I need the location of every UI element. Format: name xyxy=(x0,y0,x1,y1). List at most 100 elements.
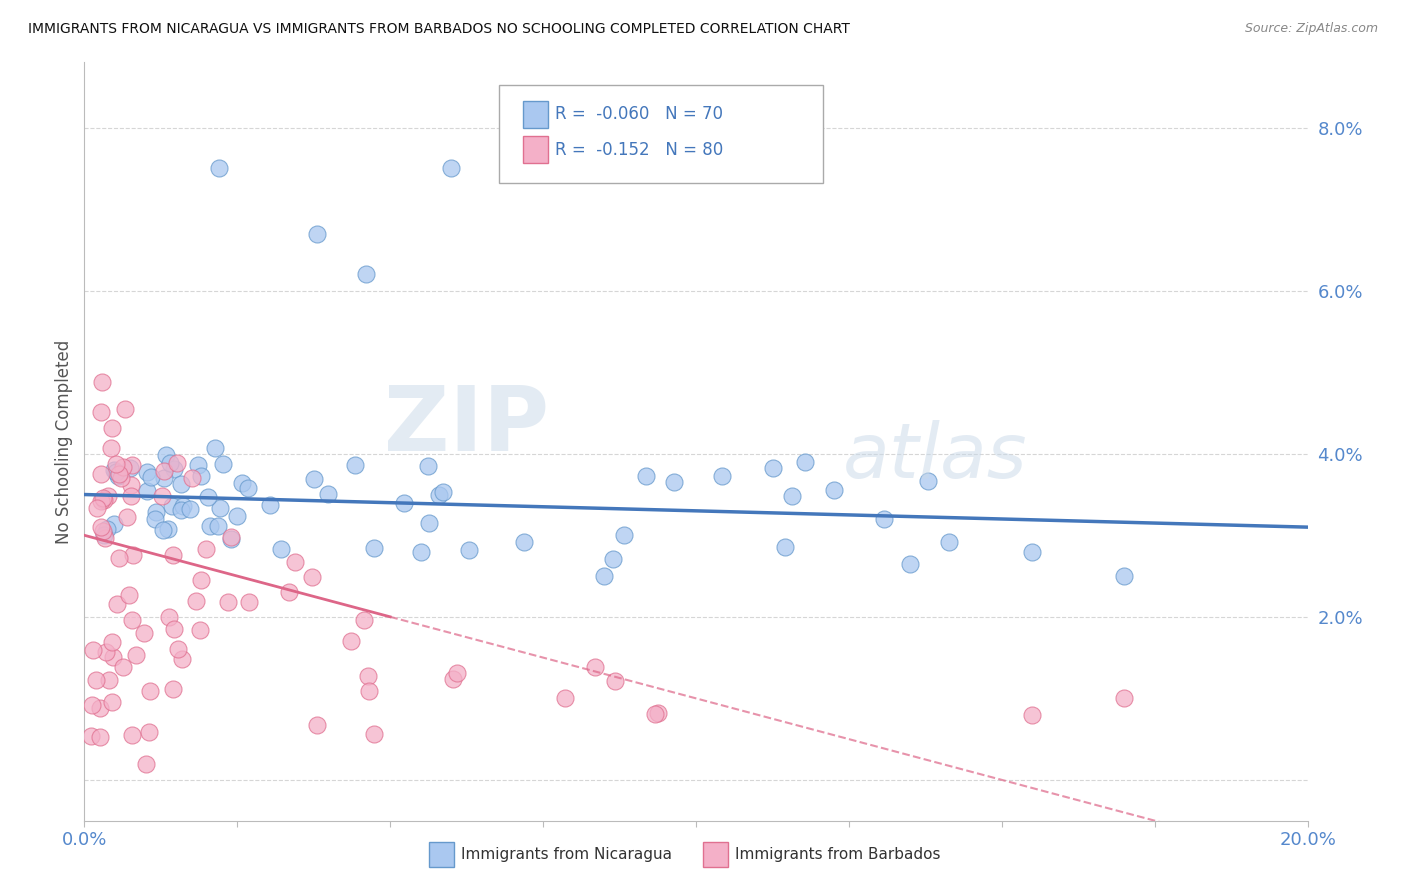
Point xyxy=(441,673,464,687)
Point xyxy=(1021,544,1043,558)
Point xyxy=(357,683,380,698)
Point xyxy=(112,459,135,474)
Point xyxy=(353,613,375,627)
Point xyxy=(101,695,124,709)
Point xyxy=(94,645,117,659)
Point xyxy=(163,622,186,636)
Point xyxy=(167,641,190,656)
Point xyxy=(139,683,162,698)
Point xyxy=(197,490,219,504)
Point xyxy=(794,455,817,469)
Point xyxy=(114,402,136,417)
Point xyxy=(208,161,231,176)
Point xyxy=(231,476,253,491)
Text: R =  -0.060   N = 70: R = -0.060 N = 70 xyxy=(555,105,723,123)
Point xyxy=(458,542,481,557)
Point xyxy=(1021,707,1043,722)
Point xyxy=(602,552,624,566)
Point xyxy=(179,501,201,516)
Point xyxy=(270,541,292,556)
Point xyxy=(120,489,142,503)
Point xyxy=(613,528,636,542)
Point xyxy=(204,441,226,455)
Point xyxy=(103,516,125,531)
Point xyxy=(917,474,939,488)
Point xyxy=(135,466,157,480)
Point xyxy=(125,648,148,662)
Point xyxy=(162,548,184,562)
Point xyxy=(225,508,247,523)
Point xyxy=(238,595,260,609)
Point xyxy=(512,534,534,549)
Point xyxy=(162,500,184,514)
Point xyxy=(357,669,380,683)
Point xyxy=(446,665,468,680)
Point xyxy=(89,731,111,745)
Point xyxy=(93,491,115,505)
Point xyxy=(187,458,209,472)
Point xyxy=(409,544,432,558)
Point xyxy=(647,706,669,721)
Text: Immigrants from Nicaragua: Immigrants from Nicaragua xyxy=(461,847,672,862)
Point xyxy=(194,542,217,557)
Point xyxy=(898,558,921,572)
Point xyxy=(100,420,122,434)
Point xyxy=(394,496,416,510)
Point xyxy=(121,548,143,562)
Point xyxy=(363,727,385,741)
Point xyxy=(163,462,186,476)
Point xyxy=(150,489,173,503)
Point xyxy=(354,268,377,282)
Point xyxy=(134,626,156,640)
Point xyxy=(90,520,112,534)
Point xyxy=(773,540,796,554)
Point xyxy=(112,660,135,674)
Point xyxy=(344,458,367,472)
Point xyxy=(101,649,124,664)
Point xyxy=(278,585,301,599)
Point xyxy=(304,472,326,486)
Point xyxy=(121,613,143,627)
Point xyxy=(100,441,122,455)
Point xyxy=(105,597,128,611)
Point xyxy=(80,698,103,712)
Point xyxy=(110,471,132,485)
Point xyxy=(1114,691,1136,706)
Point xyxy=(90,467,112,481)
Point xyxy=(644,707,666,722)
Point xyxy=(97,673,120,687)
Point xyxy=(662,475,685,489)
Point xyxy=(105,457,128,471)
Point xyxy=(172,499,194,513)
Point xyxy=(96,522,118,536)
Point xyxy=(217,595,239,609)
Y-axis label: No Schooling Completed: No Schooling Completed xyxy=(55,340,73,543)
Point xyxy=(103,463,125,477)
Point xyxy=(238,481,260,495)
Point xyxy=(427,488,450,502)
Point xyxy=(82,642,104,657)
Point xyxy=(170,477,193,491)
Point xyxy=(782,489,804,503)
Point xyxy=(554,690,576,705)
Point xyxy=(284,555,307,569)
Point xyxy=(155,448,177,462)
Point xyxy=(135,484,157,499)
Point xyxy=(135,756,157,771)
Point xyxy=(153,471,176,485)
Point xyxy=(105,466,128,480)
Point xyxy=(583,660,606,674)
Point xyxy=(207,518,229,533)
Point xyxy=(94,531,117,545)
Point xyxy=(97,489,120,503)
Point xyxy=(440,161,463,176)
Text: atlas: atlas xyxy=(842,420,1028,493)
Point xyxy=(340,634,363,648)
Point xyxy=(162,681,184,696)
Point xyxy=(118,588,141,602)
Point xyxy=(198,519,221,533)
Point xyxy=(93,528,115,542)
Point xyxy=(418,516,440,530)
Point xyxy=(101,635,124,649)
Point xyxy=(86,500,108,515)
